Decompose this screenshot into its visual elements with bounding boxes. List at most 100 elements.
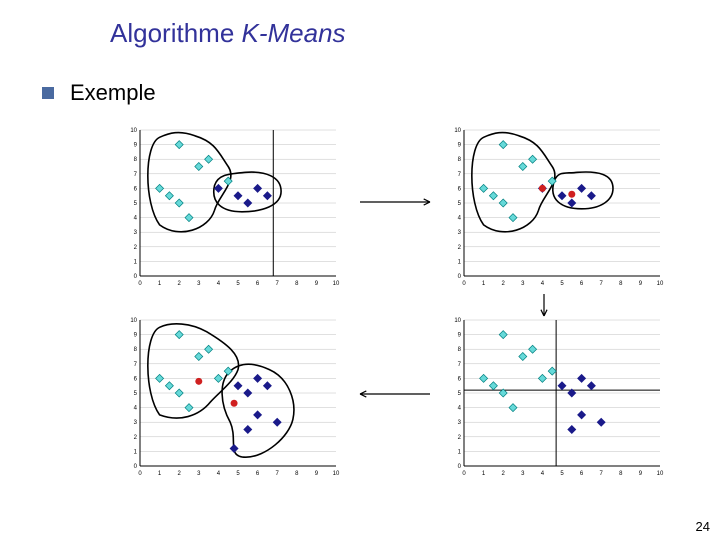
svg-text:7: 7 xyxy=(600,281,604,287)
svg-text:0: 0 xyxy=(462,281,466,287)
svg-text:7: 7 xyxy=(600,471,604,477)
svg-text:2: 2 xyxy=(178,471,182,477)
svg-text:4: 4 xyxy=(541,471,545,477)
svg-text:0: 0 xyxy=(138,281,142,287)
svg-text:9: 9 xyxy=(458,333,462,339)
svg-text:3: 3 xyxy=(521,471,525,477)
svg-text:9: 9 xyxy=(134,143,138,149)
svg-text:0: 0 xyxy=(458,274,462,280)
title-plain: Algorithme xyxy=(110,18,242,48)
svg-text:10: 10 xyxy=(454,318,461,324)
svg-text:7: 7 xyxy=(458,362,462,368)
svg-text:4: 4 xyxy=(217,281,221,287)
diagram-panels: 0123456789100123456789100123456789100123… xyxy=(0,126,720,496)
svg-text:1: 1 xyxy=(458,449,462,455)
svg-text:1: 1 xyxy=(482,471,486,477)
svg-text:7: 7 xyxy=(276,471,280,477)
svg-text:10: 10 xyxy=(130,128,137,134)
svg-text:0: 0 xyxy=(458,464,462,470)
svg-text:4: 4 xyxy=(134,216,138,222)
svg-text:0: 0 xyxy=(138,471,142,477)
svg-text:7: 7 xyxy=(458,172,462,178)
svg-text:9: 9 xyxy=(315,281,319,287)
svg-text:3: 3 xyxy=(458,420,462,426)
svg-text:3: 3 xyxy=(458,230,462,236)
svg-text:1: 1 xyxy=(134,259,138,265)
svg-text:10: 10 xyxy=(130,318,137,324)
svg-text:10: 10 xyxy=(333,281,340,287)
chart-panel-tr: 0 1 2 3 4 5 6 7 8 9 10 0 1 2 3 4 5 6 7 8 9 10 xyxy=(454,128,664,287)
svg-text:8: 8 xyxy=(619,281,623,287)
bullet-square-icon xyxy=(42,87,54,99)
svg-text:5: 5 xyxy=(236,471,240,477)
svg-text:3: 3 xyxy=(197,471,201,477)
svg-text:1: 1 xyxy=(134,449,138,455)
svg-text:7: 7 xyxy=(276,281,280,287)
svg-text:8: 8 xyxy=(134,347,138,353)
bullet-row: Exemple xyxy=(42,80,156,106)
svg-text:1: 1 xyxy=(158,281,162,287)
svg-text:10: 10 xyxy=(657,471,664,477)
svg-text:8: 8 xyxy=(295,471,299,477)
svg-text:1: 1 xyxy=(482,281,486,287)
svg-text:2: 2 xyxy=(134,245,138,251)
svg-text:7: 7 xyxy=(134,362,138,368)
svg-text:8: 8 xyxy=(295,281,299,287)
svg-text:4: 4 xyxy=(458,216,462,222)
svg-text:6: 6 xyxy=(134,376,138,382)
svg-text:2: 2 xyxy=(458,245,462,251)
svg-text:5: 5 xyxy=(458,201,462,207)
svg-text:2: 2 xyxy=(502,281,506,287)
title-italic: K-Means xyxy=(242,18,346,48)
svg-text:10: 10 xyxy=(333,471,340,477)
svg-text:9: 9 xyxy=(458,143,462,149)
svg-text:10: 10 xyxy=(657,281,664,287)
svg-text:5: 5 xyxy=(458,391,462,397)
svg-text:6: 6 xyxy=(256,471,260,477)
svg-text:6: 6 xyxy=(580,281,584,287)
svg-text:0: 0 xyxy=(462,471,466,477)
svg-text:5: 5 xyxy=(134,201,138,207)
svg-text:8: 8 xyxy=(134,157,138,163)
svg-text:3: 3 xyxy=(197,281,201,287)
svg-text:3: 3 xyxy=(134,230,138,236)
chart-panel-bl: 0 1 2 3 4 5 6 7 8 9 10 0 1 2 3 4 5 6 7 8 9 10 xyxy=(130,318,340,477)
svg-text:9: 9 xyxy=(134,333,138,339)
svg-text:6: 6 xyxy=(256,281,260,287)
svg-text:0: 0 xyxy=(134,464,138,470)
svg-text:2: 2 xyxy=(134,435,138,441)
slide-title: Algorithme K-Means xyxy=(110,18,346,49)
svg-text:1: 1 xyxy=(158,471,162,477)
svg-text:5: 5 xyxy=(236,281,240,287)
chart-panel-br: 0 1 2 3 4 5 6 7 8 9 10 0 1 2 3 4 5 6 7 8 9 10 xyxy=(454,318,664,477)
svg-text:8: 8 xyxy=(619,471,623,477)
page-number: 24 xyxy=(696,519,710,534)
bullet-text: Exemple xyxy=(70,80,156,106)
svg-text:2: 2 xyxy=(178,281,182,287)
svg-text:4: 4 xyxy=(217,471,221,477)
svg-text:2: 2 xyxy=(458,435,462,441)
svg-text:7: 7 xyxy=(134,172,138,178)
svg-text:9: 9 xyxy=(315,471,319,477)
svg-text:6: 6 xyxy=(580,471,584,477)
svg-text:5: 5 xyxy=(134,391,138,397)
svg-text:4: 4 xyxy=(458,406,462,412)
svg-text:8: 8 xyxy=(458,157,462,163)
svg-text:5: 5 xyxy=(560,471,564,477)
svg-text:3: 3 xyxy=(521,281,525,287)
chart-panel-tl: 0 1 2 3 4 5 6 7 8 9 10 0 1 2 3 4 5 6 7 8 9 10 xyxy=(130,128,340,287)
svg-text:1: 1 xyxy=(458,259,462,265)
svg-text:2: 2 xyxy=(502,471,506,477)
svg-text:9: 9 xyxy=(639,471,643,477)
svg-text:6: 6 xyxy=(134,186,138,192)
svg-text:4: 4 xyxy=(541,281,545,287)
svg-text:9: 9 xyxy=(639,281,643,287)
svg-text:8: 8 xyxy=(458,347,462,353)
svg-text:6: 6 xyxy=(458,186,462,192)
svg-text:3: 3 xyxy=(134,420,138,426)
svg-text:10: 10 xyxy=(454,128,461,134)
svg-text:6: 6 xyxy=(458,376,462,382)
svg-text:4: 4 xyxy=(134,406,138,412)
svg-text:5: 5 xyxy=(560,281,564,287)
svg-text:0: 0 xyxy=(134,274,138,280)
